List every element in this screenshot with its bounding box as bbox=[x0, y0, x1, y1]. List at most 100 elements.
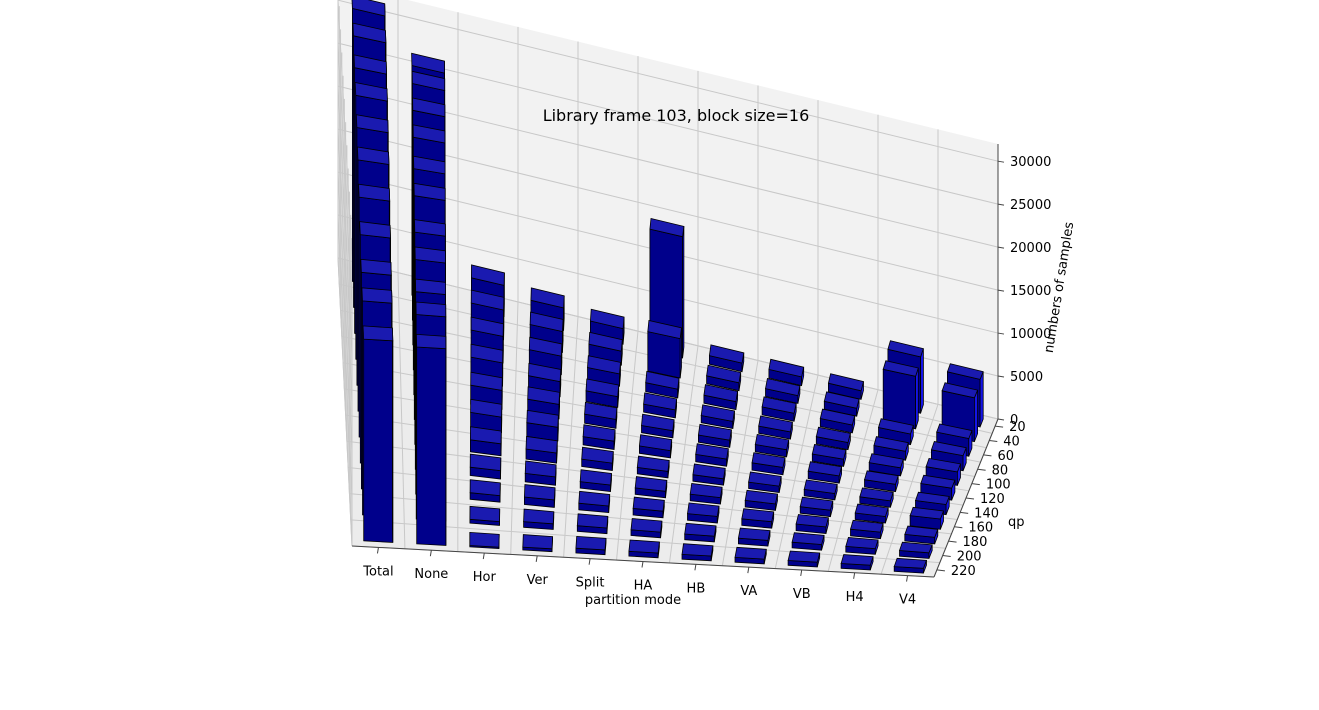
bar-top-face bbox=[356, 146, 390, 165]
bar-vb-qp180 bbox=[795, 514, 829, 534]
bar-top-face bbox=[845, 536, 879, 550]
bar-split-qp80 bbox=[585, 378, 620, 408]
y-tick-mark bbox=[954, 526, 963, 529]
bar-top-face bbox=[523, 508, 555, 525]
x-tick-label: Total bbox=[362, 564, 393, 579]
bar-top-face bbox=[414, 219, 446, 237]
bar-top-face bbox=[358, 183, 391, 202]
x-tick-mark bbox=[906, 575, 909, 582]
bar-ha-qp60 bbox=[645, 370, 680, 399]
bar-top-face bbox=[823, 391, 860, 409]
bar-top-face bbox=[815, 426, 851, 443]
bar-top-face bbox=[703, 384, 739, 403]
bar-vb-qp140 bbox=[803, 479, 838, 501]
bar-top-face bbox=[628, 539, 660, 554]
bar-va-qp80 bbox=[758, 415, 793, 440]
bar-top-face bbox=[840, 554, 874, 566]
bar-top-face bbox=[795, 514, 829, 528]
bar-top-face bbox=[868, 453, 904, 469]
z-tick-mark bbox=[997, 160, 1005, 163]
bar-vb-qp80 bbox=[815, 426, 851, 451]
bar-top-face bbox=[914, 491, 950, 505]
bar-hb-qp80 bbox=[700, 404, 735, 429]
bar-va-qp40 bbox=[765, 378, 801, 404]
bar-top-face bbox=[681, 543, 714, 557]
x-tick-mark bbox=[694, 564, 697, 571]
bar-top-face bbox=[925, 457, 962, 473]
bar-top-face bbox=[470, 343, 504, 364]
y-tick-mark bbox=[977, 468, 986, 471]
bar-top-face bbox=[470, 316, 504, 337]
bar-va-qp140 bbox=[748, 471, 782, 494]
y-tick-mark bbox=[960, 511, 969, 514]
x-tick-mark bbox=[535, 555, 538, 562]
bar-hor-qp140 bbox=[469, 426, 502, 457]
bar-top-face bbox=[697, 423, 732, 441]
bar-front-face bbox=[416, 346, 447, 546]
x-tick-mark bbox=[853, 572, 856, 579]
grid-line bbox=[668, 345, 699, 563]
bar-hb-qp180 bbox=[687, 502, 720, 524]
bar-top-face bbox=[737, 527, 771, 541]
bar-top-face bbox=[469, 505, 501, 523]
bar-h4-qp120 bbox=[863, 470, 899, 493]
y-tick-label: 220 bbox=[951, 564, 976, 579]
bar-side-face bbox=[915, 367, 919, 430]
y-tick-label: 80 bbox=[992, 463, 1009, 478]
bar-top-face bbox=[787, 550, 821, 563]
bar-split-qp200 bbox=[576, 513, 609, 535]
bar-top-face bbox=[523, 484, 556, 501]
bar-top-face bbox=[576, 513, 609, 529]
z-tick-label: 15000 bbox=[1010, 284, 1051, 299]
bar-vb-qp40 bbox=[823, 391, 860, 417]
bar-va-qp180 bbox=[741, 508, 775, 529]
bar-top-face bbox=[470, 371, 503, 391]
bar-top-face bbox=[765, 378, 801, 397]
grid-lines bbox=[337, 0, 999, 578]
bar-top-face bbox=[530, 287, 565, 309]
grid-line bbox=[774, 374, 819, 569]
bar-top-face bbox=[634, 476, 668, 492]
bar-h4-qp100 bbox=[868, 453, 904, 477]
bar-ha-qp180 bbox=[632, 496, 665, 519]
y-tick-mark bbox=[936, 569, 945, 572]
bar-va-qp120 bbox=[751, 452, 786, 476]
bar-ha-qp100 bbox=[641, 413, 675, 439]
bar-va-qp20 bbox=[768, 358, 805, 387]
bar-top-face bbox=[708, 344, 745, 364]
bar-hor-qp180 bbox=[469, 479, 501, 503]
y-tick-mark bbox=[989, 440, 998, 443]
bar-top-face bbox=[748, 471, 782, 487]
bar-va-qp160 bbox=[744, 489, 778, 511]
bar-top-face bbox=[353, 54, 388, 75]
z-tick-label: 25000 bbox=[1010, 198, 1051, 213]
bar-top-face bbox=[930, 441, 967, 457]
bar-top-face bbox=[411, 52, 446, 74]
bar-ha-qp80 bbox=[643, 392, 678, 419]
x-tick-label: None bbox=[414, 567, 448, 582]
bar-top-face bbox=[362, 325, 394, 342]
bar-top-face bbox=[893, 557, 928, 569]
bar-top-face bbox=[882, 360, 919, 377]
bar-ha-qp160 bbox=[634, 476, 668, 499]
bar-vb-qp20 bbox=[827, 373, 864, 400]
bar-top-face bbox=[898, 541, 933, 554]
bar-top-face bbox=[360, 258, 392, 276]
bar-top-face bbox=[859, 487, 894, 502]
bar-top-face bbox=[361, 287, 393, 304]
z-tick-label: 0 bbox=[1010, 413, 1018, 428]
bar-top-face bbox=[741, 508, 775, 523]
bar-top-face bbox=[873, 436, 909, 452]
grid-line bbox=[337, 0, 999, 162]
bar-top-face bbox=[351, 0, 386, 17]
bar-ver-qp220 bbox=[522, 534, 554, 553]
bar-ha-qp40 bbox=[647, 320, 682, 379]
bar-v4-qp200 bbox=[898, 541, 933, 559]
bar-top-face bbox=[904, 525, 939, 538]
bar-top-face bbox=[700, 404, 735, 422]
y-tick-mark bbox=[995, 425, 1004, 428]
bar-top-face bbox=[584, 401, 618, 420]
bar-top-face bbox=[791, 532, 825, 545]
z-tick-mark bbox=[997, 418, 1005, 421]
bar-top-face bbox=[470, 398, 503, 418]
